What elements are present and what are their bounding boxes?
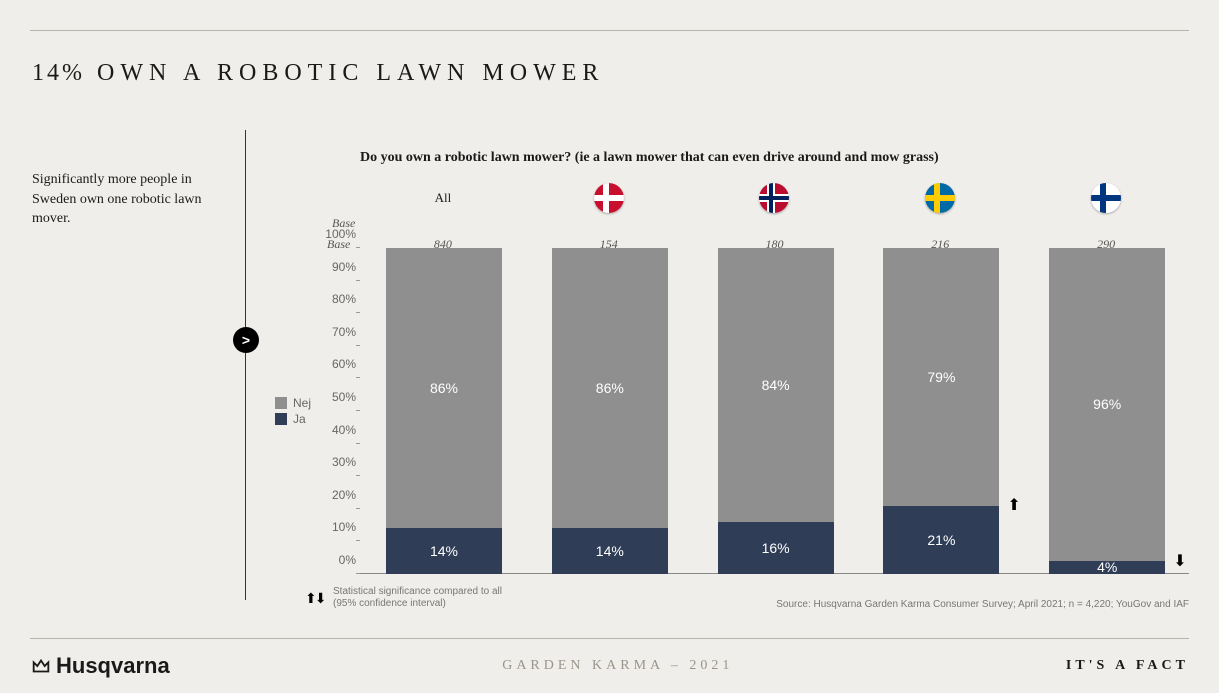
sig-down-icon: ⬇ bbox=[1173, 551, 1186, 571]
footnote-arrows-icon: ⬆⬇ bbox=[305, 590, 324, 607]
column-header bbox=[857, 180, 1023, 216]
bar-column: 4%96% ⬇ bbox=[1023, 248, 1189, 574]
y-tick-label: 60% bbox=[312, 357, 356, 371]
y-tick-label: 50% bbox=[312, 390, 356, 404]
plot-area: 14%86%14%86%16%84%21%79%⬆4%96%⬇ 0%10%20%… bbox=[360, 248, 1189, 574]
bar-segment-ja: 4% bbox=[1049, 561, 1165, 574]
bar-segment-ja: 16% bbox=[718, 522, 834, 574]
legend-swatch bbox=[275, 413, 287, 425]
footer-right: IT'S A FACT bbox=[1066, 658, 1189, 674]
footnote-text: Statistical significance compared to all… bbox=[333, 586, 502, 610]
legend-label: Ja bbox=[293, 412, 306, 426]
bar-segment-nej: 86% bbox=[552, 248, 668, 528]
column-label: All bbox=[360, 180, 526, 216]
column-header bbox=[1023, 180, 1189, 216]
chart-question: Do you own a robotic lawn mower? (ie a l… bbox=[275, 150, 1189, 166]
no-flag-icon bbox=[759, 183, 789, 213]
bar-segment-nej: 79% bbox=[883, 248, 999, 506]
title-text: OWN A ROBOTIC LAWN MOWER bbox=[97, 60, 604, 86]
top-rule bbox=[30, 30, 1189, 31]
fi-flag-icon bbox=[1091, 183, 1121, 213]
se-flag-icon bbox=[925, 183, 955, 213]
bar-segment-nej: 96% bbox=[1049, 248, 1165, 561]
dk-flag-icon bbox=[594, 183, 624, 213]
y-tick-label: 10% bbox=[312, 520, 356, 534]
legend: Nej Ja bbox=[275, 394, 311, 428]
footer: Husqvarna GARDEN KARMA – 2021 IT'S A FAC… bbox=[30, 653, 1189, 679]
stacked-bar: 14%86% bbox=[386, 248, 502, 574]
bars-row: 14%86%14%86%16%84%21%79%⬆4%96%⬇ bbox=[360, 248, 1189, 574]
bar-column: 14%86% bbox=[526, 248, 692, 574]
vertical-divider bbox=[245, 130, 246, 600]
sig-up-icon: ⬆ bbox=[1007, 495, 1020, 515]
side-annotation: Significantly more people in Sweden own … bbox=[32, 170, 222, 229]
bullet-marker: > bbox=[233, 327, 259, 353]
page-title: 14% OWN A ROBOTIC LAWN MOWER bbox=[32, 60, 604, 87]
stacked-bar: 4%96% bbox=[1049, 248, 1165, 574]
y-tick-label: 80% bbox=[312, 292, 356, 306]
bar-column: 21%79% ⬆ bbox=[857, 248, 1023, 574]
legend-swatch bbox=[275, 397, 287, 409]
y-tick-label: 100% bbox=[312, 227, 356, 241]
brand-name: Husqvarna bbox=[56, 653, 170, 679]
bar-segment-ja: 21% bbox=[883, 506, 999, 574]
crown-icon bbox=[30, 655, 52, 677]
bar-column: 16%84% bbox=[692, 248, 858, 574]
footer-center: GARDEN KARMA – 2021 bbox=[502, 658, 733, 674]
bar-segment-ja: 14% bbox=[552, 528, 668, 574]
legend-item: Nej bbox=[275, 396, 311, 410]
column-header: All bbox=[360, 180, 526, 216]
brand-logo: Husqvarna bbox=[30, 653, 170, 679]
y-tick-label: 40% bbox=[312, 423, 356, 437]
source-text: Source: Husqvarna Garden Karma Consumer … bbox=[776, 599, 1189, 610]
chart-container: Do you own a robotic lawn mower? (ie a l… bbox=[275, 150, 1189, 610]
column-header bbox=[526, 180, 692, 216]
y-tick-label: 20% bbox=[312, 488, 356, 502]
legend-item: Ja bbox=[275, 412, 311, 426]
column-header bbox=[692, 180, 858, 216]
bottom-rule bbox=[30, 638, 1189, 639]
legend-label: Nej bbox=[293, 396, 311, 410]
y-tick-label: 30% bbox=[312, 455, 356, 469]
bar-segment-nej: 86% bbox=[386, 248, 502, 528]
y-tick-label: 0% bbox=[312, 553, 356, 567]
bar-segment-ja: 14% bbox=[386, 528, 502, 574]
stacked-bar: 14%86% bbox=[552, 248, 668, 574]
y-tick-label: 90% bbox=[312, 260, 356, 274]
stacked-bar: 16%84% bbox=[718, 248, 834, 574]
y-tick-label: 70% bbox=[312, 325, 356, 339]
bar-column: 14%86% bbox=[360, 248, 526, 574]
bar-segment-nej: 84% bbox=[718, 248, 834, 522]
base-row: Base bbox=[275, 216, 1189, 231]
stacked-bar: 21%79% bbox=[883, 248, 999, 574]
column-header-row: All bbox=[275, 180, 1189, 216]
title-percent: 14% bbox=[32, 60, 85, 86]
